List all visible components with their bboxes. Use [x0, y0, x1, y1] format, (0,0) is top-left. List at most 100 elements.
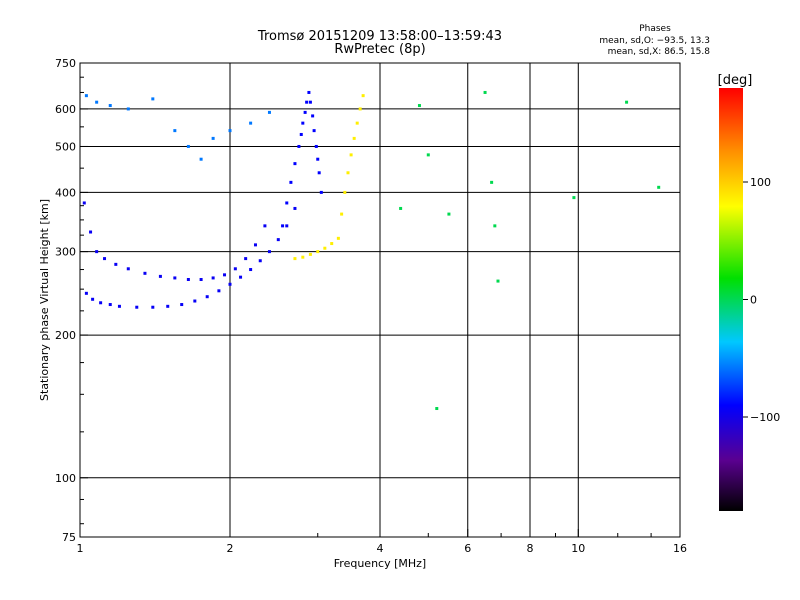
data-point [186, 278, 190, 282]
y-tick-label: 600 [55, 103, 76, 116]
x-tick-label: 8 [527, 542, 534, 555]
data-point [330, 242, 334, 246]
data-point [239, 275, 243, 279]
x-tick-label: 16 [673, 542, 687, 555]
data-point [281, 224, 285, 228]
data-point [199, 278, 203, 282]
data-point [126, 267, 130, 271]
data-point [299, 132, 303, 136]
data-point [625, 100, 629, 104]
data-point [99, 301, 103, 305]
data-point [496, 279, 500, 283]
data-point [108, 104, 112, 108]
data-point [117, 304, 121, 308]
data-point [493, 224, 497, 228]
y-tick-label: 500 [55, 140, 76, 153]
colorbar-tick-label: 0 [750, 294, 757, 307]
x-axis-label: Frequency [MHz] [334, 557, 426, 570]
data-point [228, 129, 232, 133]
data-point [217, 289, 221, 293]
y-tick-label: 200 [55, 329, 76, 342]
data-point [317, 171, 321, 175]
data-point [173, 276, 177, 280]
data-points [82, 90, 661, 411]
data-point [253, 243, 257, 247]
data-point [308, 100, 312, 104]
data-point [244, 257, 248, 261]
data-point [417, 104, 421, 108]
data-point [355, 121, 359, 125]
data-point [193, 299, 197, 303]
colorbar-tick-label: −100 [750, 411, 780, 424]
data-point [311, 114, 315, 118]
data-point [447, 212, 451, 216]
data-point [108, 303, 112, 307]
data-point [95, 250, 99, 254]
chart-subtitle: RwPretec (8p) [334, 42, 425, 57]
data-point [303, 110, 307, 114]
data-point [285, 201, 289, 205]
y-axis-label: Stationary phase Virtual Height [km] [38, 199, 51, 401]
data-point [263, 224, 267, 228]
y-tick-label: 100 [55, 472, 76, 485]
phase-stats-o: mean, sd,O: −93.5, 13.3 [599, 36, 710, 46]
y-tick-label: 750 [55, 57, 76, 70]
x-tick-label: 6 [464, 542, 471, 555]
data-point [361, 94, 365, 98]
y-tick-label: 400 [55, 186, 76, 199]
x-tick-label: 4 [377, 542, 384, 555]
data-point [211, 276, 215, 280]
plot-area: 1 2 4 6 8 10 16 75 100 200 300 400 500 600 750 [55, 57, 687, 555]
data-point [143, 271, 147, 275]
x-tick-label: 2 [227, 542, 234, 555]
x-tick-label: 1 [77, 542, 84, 555]
data-point [166, 304, 170, 308]
data-point [426, 153, 430, 157]
data-point [346, 171, 350, 175]
data-point [173, 129, 177, 133]
data-point [316, 250, 320, 254]
phase-stats-label: Phases [639, 24, 671, 34]
data-point [285, 224, 289, 228]
data-point [319, 190, 323, 194]
data-point [91, 297, 95, 301]
data-point [572, 196, 576, 200]
data-point [314, 144, 318, 148]
data-point [114, 262, 118, 266]
data-point [301, 121, 305, 125]
data-point [84, 291, 88, 295]
colorbar-ticks: 100 0 −100 [743, 176, 780, 424]
data-point [435, 407, 439, 411]
y-axis: 75 100 200 300 400 500 600 750 [55, 57, 88, 544]
data-point [358, 107, 362, 111]
data-point [249, 268, 253, 272]
data-point [293, 257, 297, 261]
data-point [657, 185, 661, 189]
data-point [293, 162, 297, 166]
data-point [289, 180, 293, 184]
data-point [336, 236, 340, 240]
colorbar-unit-label: [deg] [718, 73, 753, 88]
colorbar-tick-label: 100 [750, 176, 771, 189]
data-point [103, 257, 107, 261]
data-point [228, 282, 232, 286]
data-point [399, 206, 403, 210]
data-point [151, 305, 155, 309]
data-point [84, 94, 88, 98]
data-point [199, 157, 203, 161]
data-point [89, 230, 93, 234]
y-tick-label: 75 [62, 531, 76, 544]
data-point [305, 100, 309, 104]
data-point [205, 295, 209, 299]
data-point [267, 250, 271, 254]
data-point [483, 90, 487, 94]
colorbar [719, 88, 743, 511]
data-point [343, 190, 347, 194]
data-point [151, 97, 155, 101]
data-point [308, 252, 312, 256]
data-point [267, 110, 271, 114]
x-tick-label: 10 [571, 542, 585, 555]
data-point [249, 121, 253, 125]
data-point [490, 180, 494, 184]
